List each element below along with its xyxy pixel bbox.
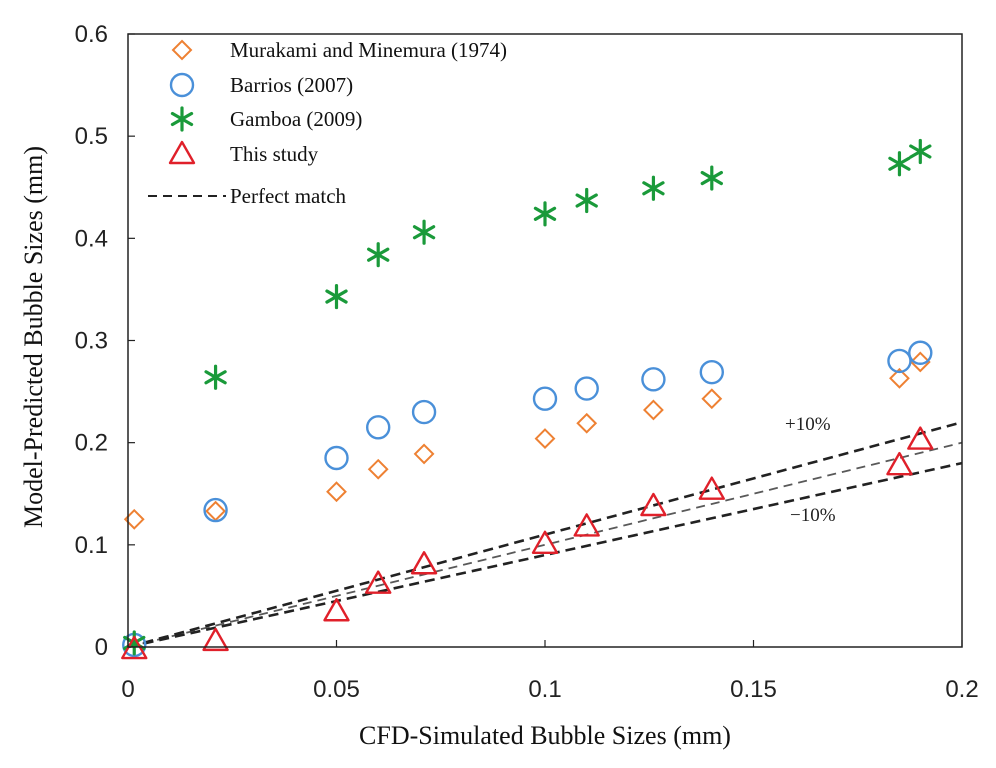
y-tick-label: 0.4 (75, 225, 108, 252)
legend-entry-label: This study (230, 142, 319, 166)
data-point-triangle (886, 451, 913, 476)
data-point-asterisk (367, 242, 390, 268)
data-point-circle (324, 445, 349, 471)
legend-entry-label: Perfect match (230, 184, 347, 208)
legend: Murakami and Minemura (1974) Barrios (200… (148, 38, 507, 208)
x-tick-label: 0.15 (730, 676, 777, 703)
data-point-circle (887, 348, 912, 374)
data-point-asterisk (700, 165, 723, 191)
data-point-diamond (367, 458, 389, 480)
data-point-asterisk (909, 138, 932, 165)
y-tick-label: 0.3 (75, 328, 108, 355)
legend-marker-diamond (171, 39, 193, 61)
data-point-diamond (413, 443, 435, 465)
data-point-triangle (640, 492, 667, 517)
data-point-diamond (326, 481, 347, 503)
data-point-triangle (410, 551, 438, 575)
data-point-diamond (909, 351, 931, 373)
y-tick-label: 0.1 (75, 532, 108, 559)
data-markers (121, 138, 934, 660)
y-tick-label: 0.2 (75, 430, 108, 457)
data-point-diamond (643, 399, 664, 421)
minus-10-percent-line (127, 461, 963, 649)
data-point-asterisk (575, 187, 598, 214)
legend-entry-label: Murakami and Minemura (1974) (230, 38, 507, 62)
data-point-circle (641, 367, 666, 392)
data-point-triangle (202, 627, 229, 652)
data-point-triangle (907, 426, 934, 450)
y-tick-label: 0.5 (75, 123, 108, 150)
x-axis-label: CFD-Simulated Bubble Sizes (mm) (359, 721, 731, 750)
x-tick-label: 0 (121, 676, 134, 703)
legend-marker-circle (169, 72, 195, 98)
data-point-triangle (531, 530, 559, 555)
legend-marker-asterisk (170, 106, 194, 132)
data-point-asterisk (325, 283, 348, 310)
annotation-minus-10: −10% (790, 505, 836, 526)
y-axis: 0 0.1 0.2 0.3 0.4 0.5 0.6 (75, 21, 135, 661)
data-point-diamond (701, 388, 723, 410)
data-point-asterisk (412, 219, 436, 245)
plus-10-percent-line (127, 420, 963, 649)
x-tick-label: 0.1 (528, 676, 561, 703)
data-point-circle (532, 386, 558, 411)
data-point-asterisk (204, 364, 227, 390)
perfect-match-line (127, 441, 963, 648)
y-tick-label: 0 (95, 634, 108, 661)
data-point-diamond (576, 412, 598, 434)
x-tick-label: 0.2 (945, 676, 978, 703)
data-point-triangle (698, 476, 725, 500)
y-tick-label: 0.6 (75, 21, 108, 48)
data-point-diamond (534, 428, 556, 449)
y-axis-label: Model-Predicted Bubble Sizes (mm) (19, 146, 48, 528)
data-point-asterisk (642, 175, 665, 201)
data-point-circle (411, 399, 437, 425)
x-axis: 0 0.05 0.1 0.15 0.2 (121, 640, 979, 703)
data-point-triangle (365, 570, 392, 594)
legend-entry-label: Barrios (2007) (230, 73, 353, 97)
x-tick-label: 0.05 (313, 676, 360, 703)
data-point-diamond (889, 367, 910, 389)
data-point-circle (366, 415, 391, 440)
reference-lines (127, 420, 963, 649)
annotation-plus-10: +10% (785, 414, 831, 435)
data-point-triangle (573, 513, 600, 537)
data-point-circle (699, 359, 724, 385)
data-point-circle (574, 376, 599, 401)
data-point-circle (203, 497, 228, 523)
data-point-circle (908, 340, 933, 365)
data-point-asterisk (888, 151, 911, 177)
data-point-asterisk (533, 201, 557, 227)
legend-entry-label: Gamboa (2009) (230, 107, 362, 131)
legend-marker-triangle (168, 140, 196, 165)
data-point-triangle (323, 598, 350, 622)
data-point-diamond (205, 500, 226, 522)
